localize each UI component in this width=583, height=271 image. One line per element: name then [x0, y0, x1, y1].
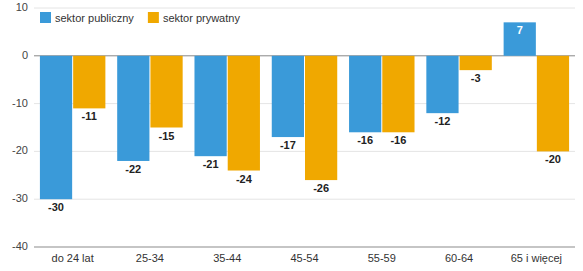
data-label: -11: [82, 110, 97, 122]
data-label: -21: [203, 158, 219, 170]
bar: [349, 56, 381, 132]
x-tick-label: 35-44: [213, 252, 241, 264]
y-tick-label: 10: [16, 1, 28, 13]
legend-label: sektor prywatny: [163, 12, 241, 24]
bar: [272, 56, 304, 137]
bar: [150, 56, 182, 128]
legend: sektor publiczny sektor prywatny: [40, 12, 240, 24]
bar: [504, 22, 536, 55]
data-label: -16: [357, 134, 373, 146]
bar: [537, 56, 569, 152]
bar: [40, 56, 72, 199]
bar: [73, 56, 105, 109]
data-label: -15: [159, 130, 175, 142]
legend-item: sektor prywatny: [148, 12, 241, 24]
bar: [228, 56, 260, 171]
bar: [117, 56, 149, 161]
x-axis-line: [34, 247, 575, 248]
bar: [460, 56, 492, 70]
data-label: -16: [390, 134, 406, 146]
legend-swatch: [148, 12, 159, 23]
grid-line: [34, 103, 575, 104]
bar: [194, 56, 226, 156]
grid-line: [34, 8, 575, 9]
y-tick-label: -20: [12, 144, 28, 156]
grid-line: [34, 55, 575, 56]
data-label: -17: [280, 139, 296, 151]
data-label: -3: [471, 72, 481, 84]
chart-container: -40 -30 -20 -10 0 10 do 24 lat 25-34 35-44 45-54 5…: [0, 0, 583, 271]
bar: [382, 56, 414, 132]
data-label: -30: [48, 201, 64, 213]
x-tick-label: 65 i więcej: [511, 252, 562, 264]
data-label: -22: [125, 163, 141, 175]
bars: [40, 22, 569, 199]
data-label: -20: [545, 153, 561, 165]
data-label: -26: [313, 182, 329, 194]
bar: [305, 56, 337, 180]
legend-item: sektor publiczny: [40, 12, 134, 24]
data-labels: -30 -22 -21 -17 -16 -12 7 -11 -15 -24 -26 -16 -3 -20: [48, 24, 561, 213]
y-tick-label: -10: [12, 97, 28, 109]
chart-svg: -40 -30 -20 -10 0 10 do 24 lat 25-34 35-44 45-54 5…: [0, 0, 583, 271]
data-label: 7: [517, 24, 523, 36]
bar: [426, 56, 458, 113]
x-tick-label: 45-54: [290, 252, 318, 264]
data-label: -12: [435, 115, 451, 127]
grid-line: [34, 247, 575, 248]
x-tick-label: 25-34: [136, 252, 164, 264]
grid-line: [34, 199, 575, 200]
y-tick-label: -40: [12, 240, 28, 252]
grid-line: [34, 151, 575, 152]
grid: [34, 8, 575, 247]
x-tick-label: 55-59: [368, 252, 396, 264]
x-tick-label: do 24 lat: [52, 252, 94, 264]
y-tick-label: 0: [22, 49, 28, 61]
data-label: -24: [236, 173, 253, 185]
y-tick-label: -30: [12, 192, 28, 204]
legend-label: sektor publiczny: [55, 12, 134, 24]
legend-swatch: [40, 12, 51, 23]
x-tick-label: 60-64: [445, 252, 473, 264]
